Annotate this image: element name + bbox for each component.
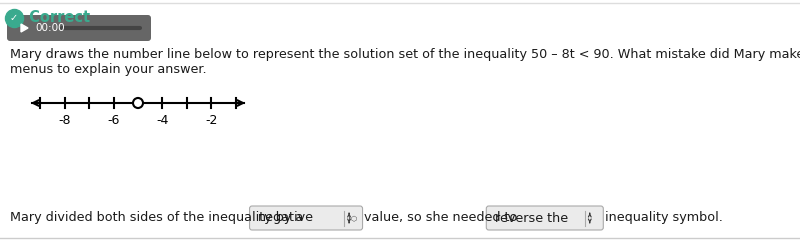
Text: Mary divided both sides of the inequality by a: Mary divided both sides of the inequalit… [10, 212, 307, 225]
Text: 00:00: 00:00 [35, 23, 65, 33]
Text: reverse the: reverse the [494, 212, 568, 225]
Text: -4: -4 [156, 114, 169, 127]
Text: menus to explain your answer.: menus to explain your answer. [10, 63, 206, 76]
Text: inequality symbol.: inequality symbol. [601, 212, 722, 225]
FancyBboxPatch shape [7, 15, 151, 41]
Text: -2: -2 [205, 114, 218, 127]
FancyBboxPatch shape [250, 206, 362, 230]
Text: Mary draws the number line below to represent the solution set of the inequality: Mary draws the number line below to repr… [10, 48, 800, 61]
Text: ✓: ✓ [10, 13, 18, 23]
Text: Correct: Correct [24, 11, 90, 26]
Text: value, so she needed to: value, so she needed to [360, 212, 522, 225]
Polygon shape [21, 24, 28, 32]
Circle shape [133, 98, 143, 108]
Text: negative: negative [258, 212, 314, 225]
Text: -6: -6 [107, 114, 120, 127]
FancyBboxPatch shape [486, 206, 603, 230]
Text: -8: -8 [58, 114, 71, 127]
Text: ⬡: ⬡ [350, 215, 356, 221]
